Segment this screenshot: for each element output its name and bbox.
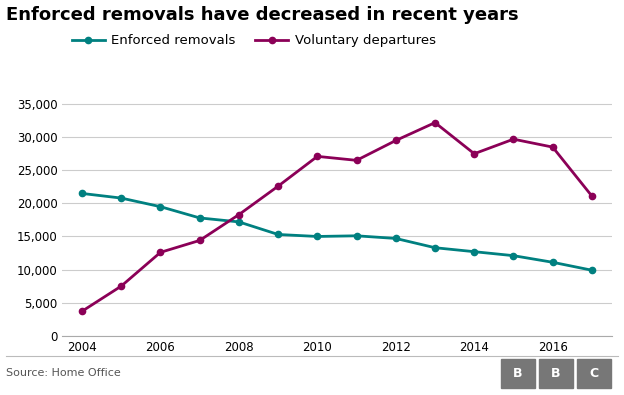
FancyBboxPatch shape bbox=[539, 359, 573, 388]
Text: C: C bbox=[590, 367, 598, 380]
Legend: Enforced removals, Voluntary departures: Enforced removals, Voluntary departures bbox=[66, 29, 441, 53]
FancyBboxPatch shape bbox=[501, 359, 535, 388]
Text: Enforced removals have decreased in recent years: Enforced removals have decreased in rece… bbox=[6, 6, 519, 24]
Text: B: B bbox=[513, 367, 523, 380]
FancyBboxPatch shape bbox=[577, 359, 611, 388]
Text: Source: Home Office: Source: Home Office bbox=[6, 368, 121, 378]
Text: B: B bbox=[551, 367, 561, 380]
